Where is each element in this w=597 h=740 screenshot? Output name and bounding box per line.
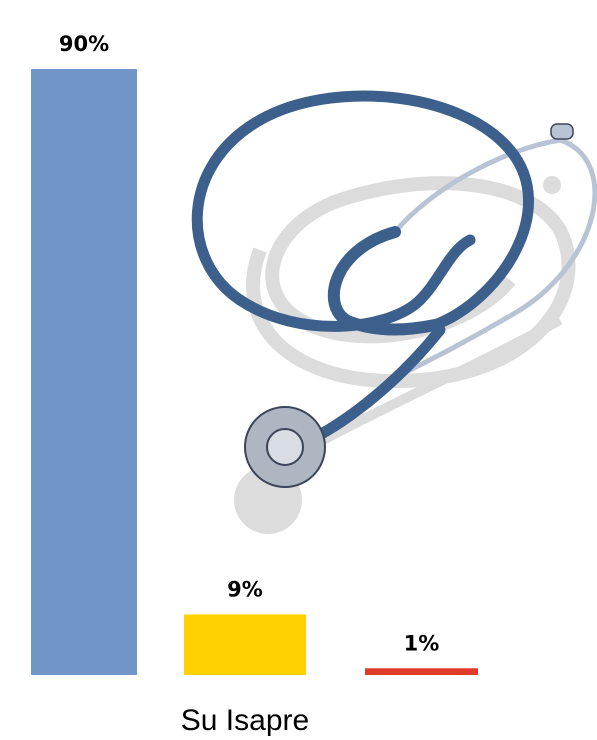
value-label: 9% xyxy=(227,577,263,601)
bar xyxy=(31,69,137,675)
stethoscope-illustration xyxy=(191,90,597,534)
category-label: Su Isapre xyxy=(181,704,309,737)
value-label: 90% xyxy=(59,32,109,56)
bar xyxy=(365,668,478,675)
bar xyxy=(184,614,306,675)
value-label: 1% xyxy=(404,631,440,655)
